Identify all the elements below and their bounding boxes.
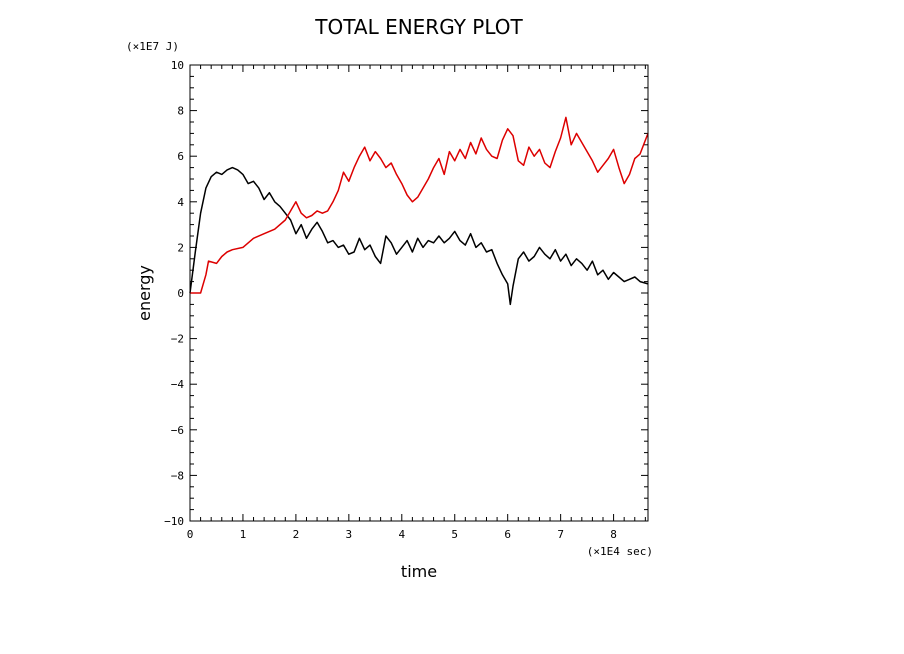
x-tick-label: 5 [451, 528, 458, 541]
y-tick-label: 0 [177, 287, 184, 300]
y-axis-label: energy [135, 265, 154, 321]
y-tick-label: −10 [164, 515, 184, 528]
x-unit-label: (×1E4 sec) [587, 545, 653, 558]
y-tick-label: −4 [171, 378, 185, 391]
x-tick-label: 6 [504, 528, 511, 541]
y-tick-label: −8 [171, 469, 184, 482]
x-tick-label: 3 [346, 528, 353, 541]
series-line-black [189, 166, 649, 306]
x-axis-label: time [401, 562, 437, 581]
chart-title: TOTAL ENERGY PLOT [314, 15, 523, 39]
y-tick-label: 10 [171, 59, 184, 72]
y-tick-label: 8 [177, 105, 184, 118]
y-tick-label: −6 [171, 424, 184, 437]
x-tick-label: 8 [610, 528, 617, 541]
x-tick-label: 1 [240, 528, 247, 541]
y-tick-label: −2 [171, 333, 184, 346]
series-layer [189, 116, 649, 306]
x-tick-label: 7 [557, 528, 564, 541]
y-tick-label: 4 [177, 196, 184, 209]
y-tick-label: 6 [177, 150, 184, 163]
x-tick-label: 2 [293, 528, 300, 541]
series-line-red [190, 116, 649, 294]
ticks-layer: 0 1 2 3 4 5 6 7 8 10 8 6 4 2 0 −2 −4 −6 −8 −10 [164, 59, 648, 541]
y-unit-label: (×1E7 J) [126, 40, 179, 53]
plot-frame [189, 64, 649, 522]
x-tick-label: 4 [398, 528, 405, 541]
x-tick-label: 0 [187, 528, 194, 541]
y-tick-label: 2 [177, 241, 184, 254]
